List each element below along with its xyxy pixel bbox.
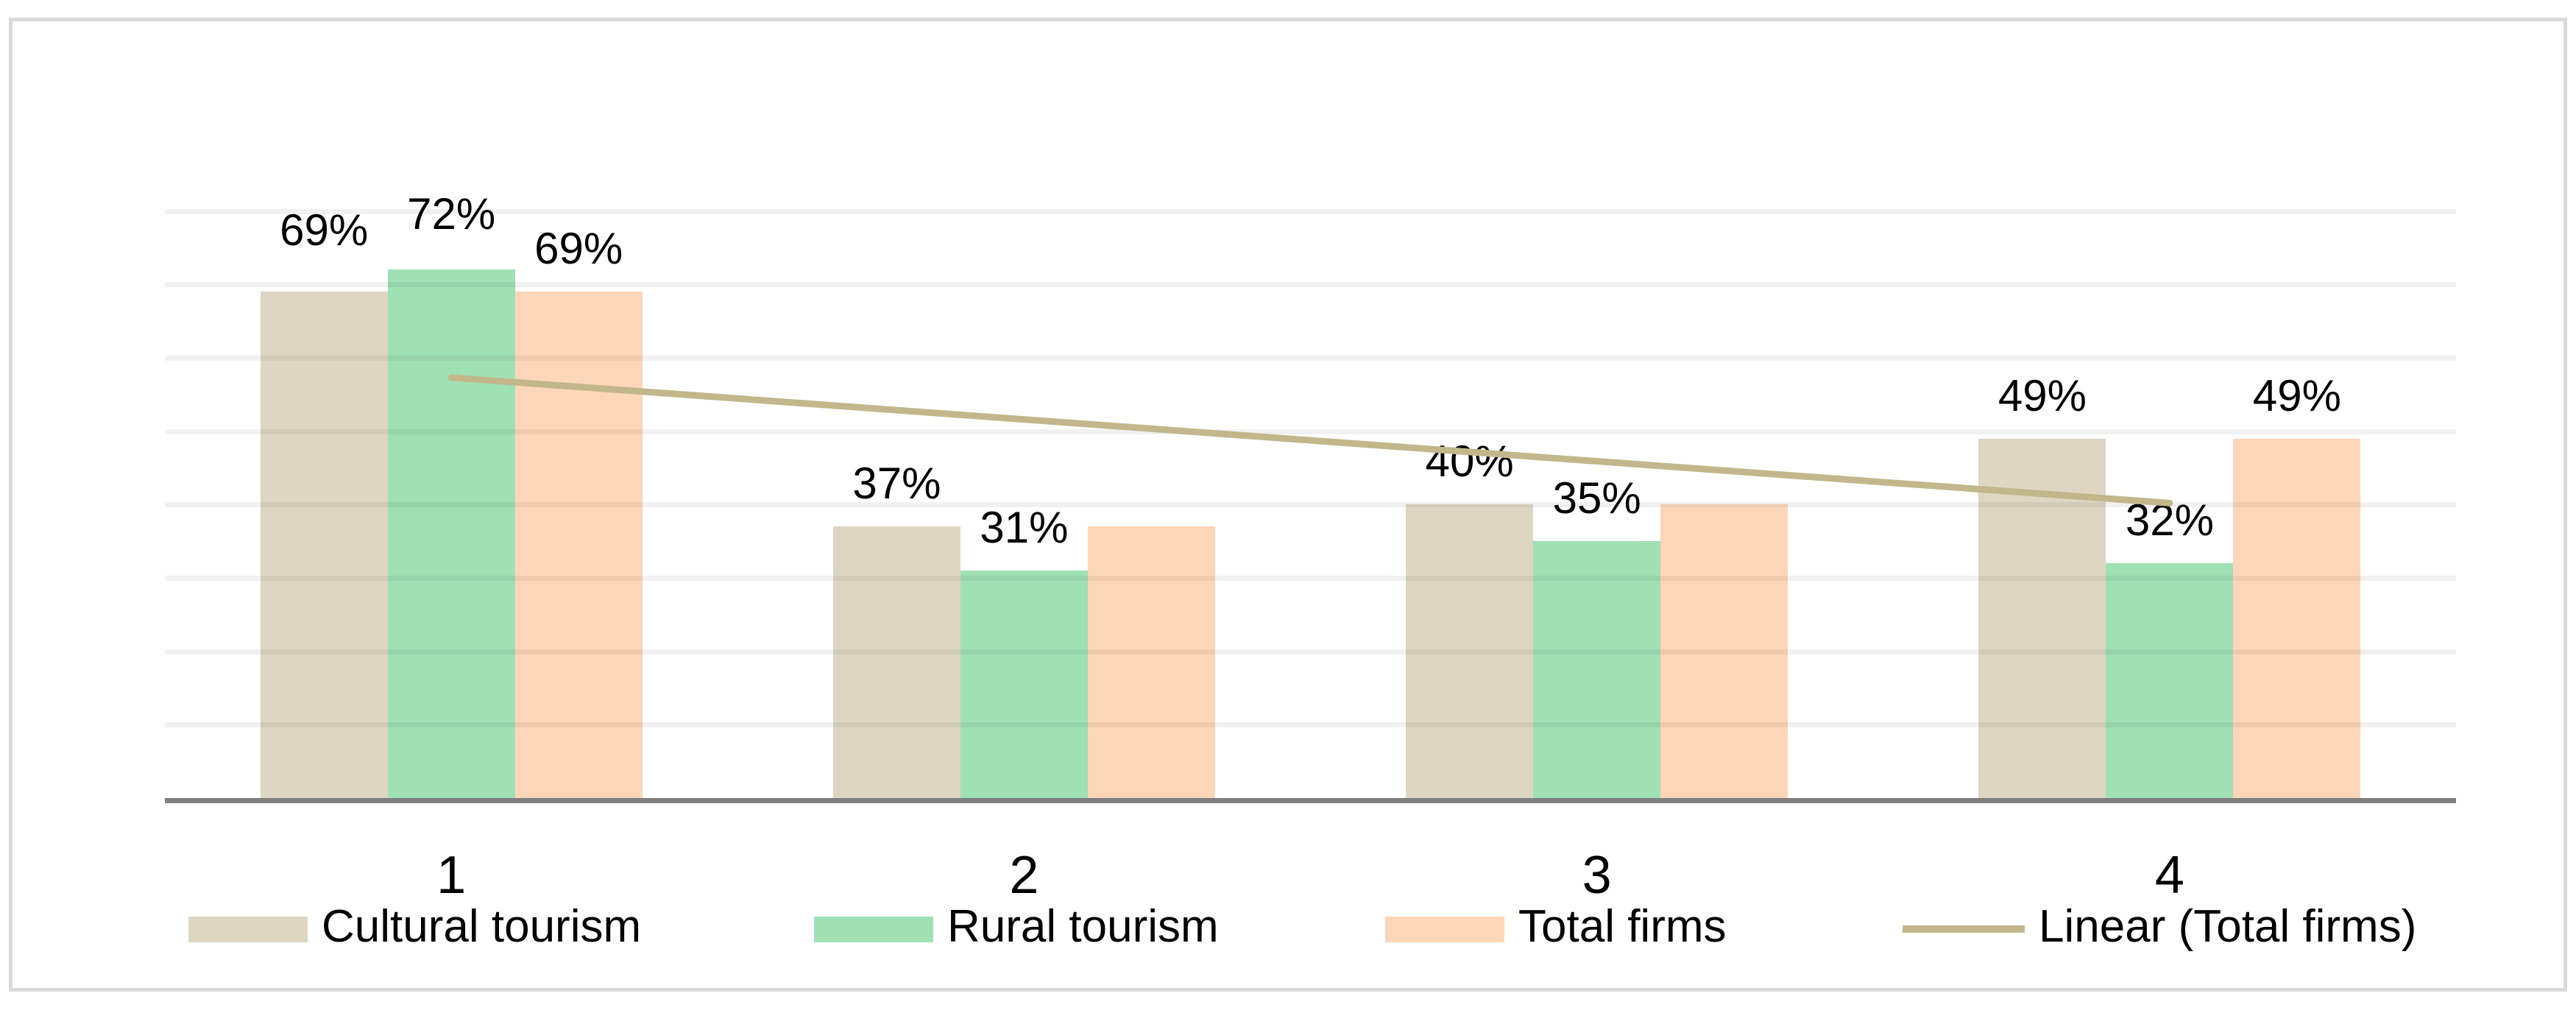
legend-swatch-rural-tourism xyxy=(814,917,933,942)
bar-cultural-tourism-4 xyxy=(1978,438,2106,798)
data-label-rural-tourism-4: 32% xyxy=(2125,495,2214,546)
bar-total-firms-4 xyxy=(2233,438,2361,798)
category-label-3: 3 xyxy=(1582,846,1612,905)
gridline-10 xyxy=(165,722,2456,728)
data-label-cultural-tourism-2: 37% xyxy=(852,459,941,509)
bar-total-firms-2 xyxy=(1087,526,1215,798)
legend-swatch-cultural-tourism xyxy=(188,917,308,942)
bar-rural-tourism-3 xyxy=(1533,541,1661,798)
legend-item-rural-tourism: Rural tourism xyxy=(947,901,1219,952)
data-label-cultural-tourism-1: 69% xyxy=(280,205,369,255)
bar-rural-tourism-2 xyxy=(960,571,1088,798)
legend-item-total-firms: Total firms xyxy=(1518,901,1727,952)
bar-rural-tourism-1 xyxy=(387,269,515,798)
bar-cultural-tourism-1 xyxy=(260,292,388,798)
gridline-30 xyxy=(165,576,2456,581)
legend-swatch-total-firms xyxy=(1385,917,1504,942)
gridline-40 xyxy=(165,502,2456,508)
data-label-total-firms-1: 69% xyxy=(534,224,623,274)
data-label-rural-tourism-2: 31% xyxy=(980,503,1069,553)
data-label-total-firms-4: 49% xyxy=(2252,370,2341,420)
bar-cultural-tourism-2 xyxy=(832,526,960,798)
category-label-2: 2 xyxy=(1009,846,1039,905)
data-label-cultural-tourism-3: 40% xyxy=(1425,437,1514,487)
data-label-rural-tourism-1: 72% xyxy=(407,189,496,239)
gridline-60 xyxy=(165,356,2456,361)
data-label-rural-tourism-3: 35% xyxy=(1552,473,1641,523)
gridline-50 xyxy=(165,428,2456,434)
gridline-70 xyxy=(165,282,2456,288)
legend-item-linear-total-firms: Linear (Total firms) xyxy=(2039,901,2417,952)
legend-line-swatch-linear-total-firms xyxy=(1903,925,2025,933)
category-label-4: 4 xyxy=(2154,846,2184,905)
bar-rural-tourism-4 xyxy=(2106,563,2234,798)
gridline-20 xyxy=(165,649,2456,654)
gridline-80 xyxy=(165,208,2456,214)
category-label-1: 1 xyxy=(436,846,467,905)
data-label-cultural-tourism-4: 49% xyxy=(1998,370,2087,420)
legend-item-cultural-tourism: Cultural tourism xyxy=(322,901,642,952)
bar-total-firms-3 xyxy=(1660,504,1788,798)
chart-frame: 69% 37% 40% 49% 72% 31% 35% 32% 69% 49% 1 2 3 4 Cultur… xyxy=(9,18,2567,992)
bar-cultural-tourism-3 xyxy=(1406,504,1534,798)
trendline-stroke xyxy=(447,374,2173,506)
x-axis-line xyxy=(165,798,2456,803)
